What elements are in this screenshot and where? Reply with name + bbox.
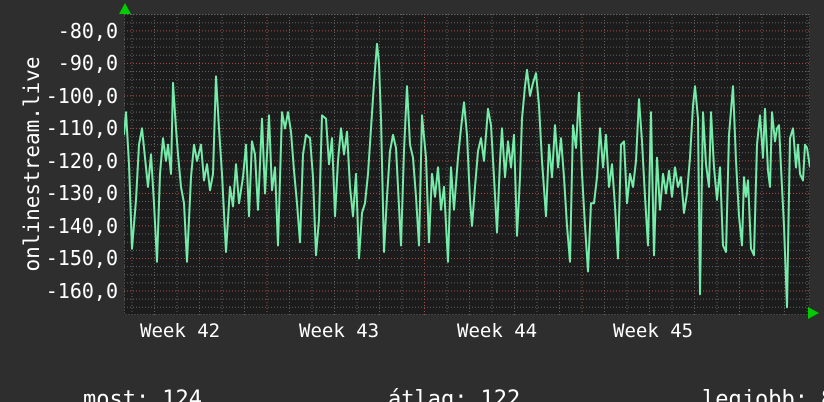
x-tick-label: Week 44 bbox=[457, 320, 538, 342]
x-tick-label: Week 45 bbox=[613, 320, 694, 342]
y-tick-label: -150,0 bbox=[45, 246, 118, 271]
y-tick-label: -160,0 bbox=[45, 278, 118, 303]
y-tick-label: -140,0 bbox=[45, 213, 118, 238]
y-tick-label: -90,0 bbox=[57, 51, 118, 76]
x-tick-label: Week 42 bbox=[140, 320, 221, 342]
stat-most-label: most: bbox=[82, 387, 150, 402]
stat-legjobb: legjobb: 83 bbox=[649, 361, 824, 402]
stat-most: most: 124 bbox=[30, 361, 202, 402]
x-tick-label: Week 43 bbox=[299, 320, 380, 342]
chart-canvas bbox=[124, 14, 810, 315]
y-tick-label: -110,0 bbox=[45, 116, 118, 141]
plot-area bbox=[124, 14, 810, 315]
stat-atlag: átlag: 122 bbox=[335, 361, 520, 402]
y-axis-arrow-icon bbox=[119, 3, 131, 14]
y-tick-label: -100,0 bbox=[45, 83, 118, 108]
stat-atlag-value: 122 bbox=[480, 387, 521, 402]
series-line-signal-level bbox=[124, 42, 810, 309]
stat-atlag-label: átlag: bbox=[387, 387, 468, 402]
stat-legjobb-label: legjobb: bbox=[701, 387, 808, 402]
y-tick-label: -120,0 bbox=[45, 148, 118, 173]
stat-most-value: 124 bbox=[162, 387, 202, 402]
y-tick-label: -80,0 bbox=[57, 18, 118, 43]
stat-legjobb-value: 83 bbox=[821, 387, 824, 402]
x-axis-arrow-icon bbox=[808, 307, 819, 319]
y-tick-label: -130,0 bbox=[45, 181, 118, 206]
